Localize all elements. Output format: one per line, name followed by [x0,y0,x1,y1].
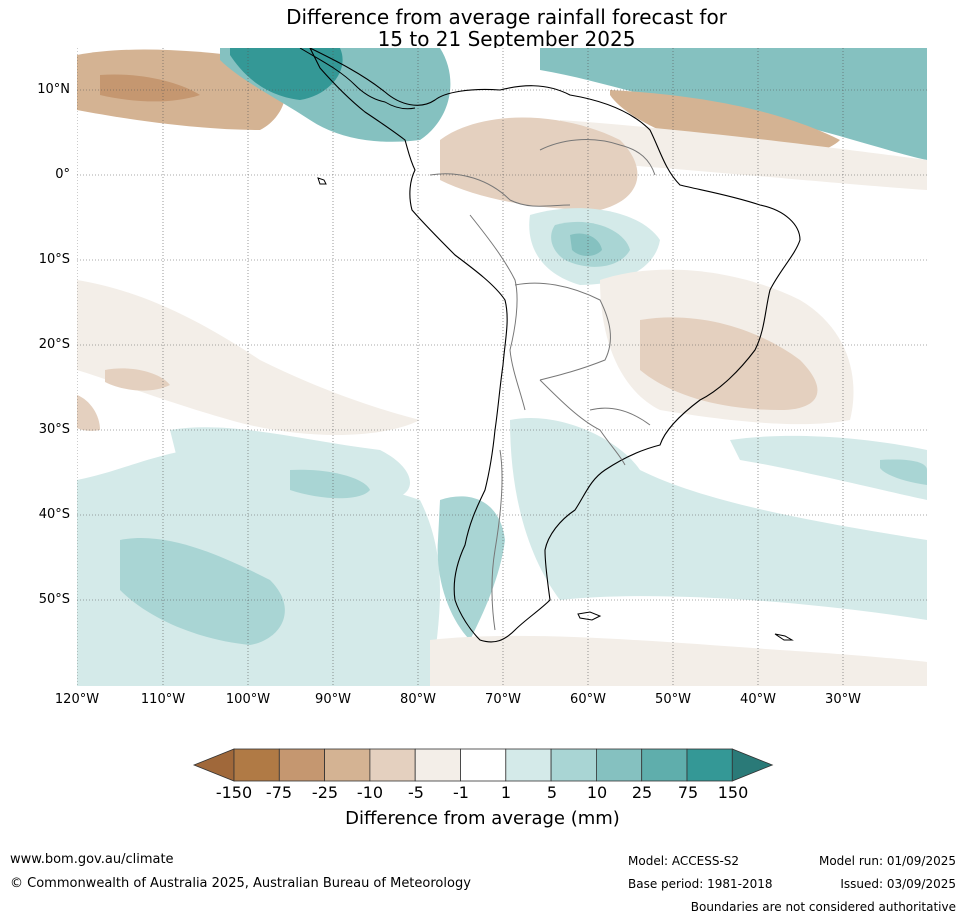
colorbar-tick: -25 [311,783,339,802]
wet-region-south-atlantic [510,418,927,620]
wet-region-caribbean-core [230,48,343,100]
lon-label-110w: 110°W [140,692,186,707]
colorbar-swatch [686,748,733,782]
lon-label-30w: 30°W [825,692,861,707]
dry-region-far-south [430,635,927,686]
lon-label-120w: 120°W [54,692,100,707]
colorbar-swatch [505,748,552,782]
wet-region-pacific-35s [290,469,370,499]
colorbar-label: Difference from average (mm) [345,808,620,829]
wet-region-amazon-center [570,233,602,256]
colorbar-tick: -10 [356,783,384,802]
colorbar [192,748,774,782]
colorbar-tick: 5 [546,783,558,802]
lon-label-50w: 50°W [655,692,691,707]
colorbar-swatch [596,748,643,782]
colorbar-tick: 10 [586,783,608,802]
wet-region-south-pacific-core [120,538,285,645]
issued-date: Issued: 03/09/2025 [840,877,956,891]
lat-label-10s: 10°S [38,252,70,267]
dry-region-atlantic-north [610,90,840,156]
wet-region-patagonia [437,496,505,640]
map-plot-area [77,48,927,686]
copyright-text: © Commonwealth of Australia 2025, Austra… [10,876,471,891]
south-america-coastline [309,48,801,643]
colorbar-swatch [324,748,371,782]
lon-label-100w: 100°W [225,692,271,707]
colorbar-tick: -1 [453,783,469,802]
boundaries-disclaimer: Boundaries are not considered authoritat… [690,900,956,914]
lat-label-20s: 20°S [38,337,70,352]
wet-region-atlantic-north [540,48,927,160]
lon-label-90w: 90°W [315,692,351,707]
falkland-islands [577,611,602,621]
graticule [77,48,927,686]
colorbar-tick: -5 [408,783,424,802]
dry-region-pacific-north-core [100,74,200,102]
lon-label-60w: 60°W [570,692,606,707]
model-run-date: Model run: 01/09/2025 [818,854,956,868]
colorbar-tick: -150 [215,783,253,802]
colorbar-swatch [278,748,325,782]
wet-region-atlantic-east-core [880,459,927,485]
colorbar-tick: 1 [500,783,512,802]
colorbar-extend-high [731,748,774,782]
country-borders [429,139,656,631]
wet-region-atlantic-east [730,435,927,500]
map-title-line-2: 15 to 21 September 2025 [377,27,636,51]
lon-label-40w: 40°W [740,692,776,707]
galapagos-islands [317,177,327,185]
dry-region-south-pacific-edge [77,395,100,431]
lon-label-70w: 70°W [485,692,521,707]
colorbar-swatch [414,748,461,782]
colorbar-tick: 150 [717,783,749,802]
website-link[interactable]: www.bom.gov.au/climate [10,852,174,867]
south-georgia [774,633,794,641]
colorbar-swatch [460,748,507,782]
colorbar-extend-low [192,748,235,782]
colorbar-swatch [369,748,416,782]
lat-label-50s: 50°S [38,592,70,607]
colorbar-swatch [550,748,597,782]
colorbar-tick: 25 [631,783,653,802]
map-title-line-1: Difference from average rainfall forecas… [286,5,727,29]
colorbar-tick: 75 [677,783,699,802]
lon-label-80w: 80°W [400,692,436,707]
dry-region-atlantic-north-light [560,120,927,190]
lat-label-0: 0° [55,167,70,182]
colorbar-swatch [641,748,688,782]
central-america-coastline [299,48,416,110]
lat-label-10n: 10°N [37,82,70,97]
lat-label-40s: 40°S [38,507,70,522]
model-name: Model: ACCESS-S2 [628,854,740,868]
dry-region-brazil-core [640,317,818,410]
colorbar-swatch [233,748,280,782]
wet-region-south-pacific [77,447,440,686]
base-period: Base period: 1981-2018 [628,877,773,891]
dry-region-south-pacific-spot [105,368,170,391]
colorbar-tick: -75 [265,783,293,802]
lat-label-30s: 30°S [38,422,70,437]
